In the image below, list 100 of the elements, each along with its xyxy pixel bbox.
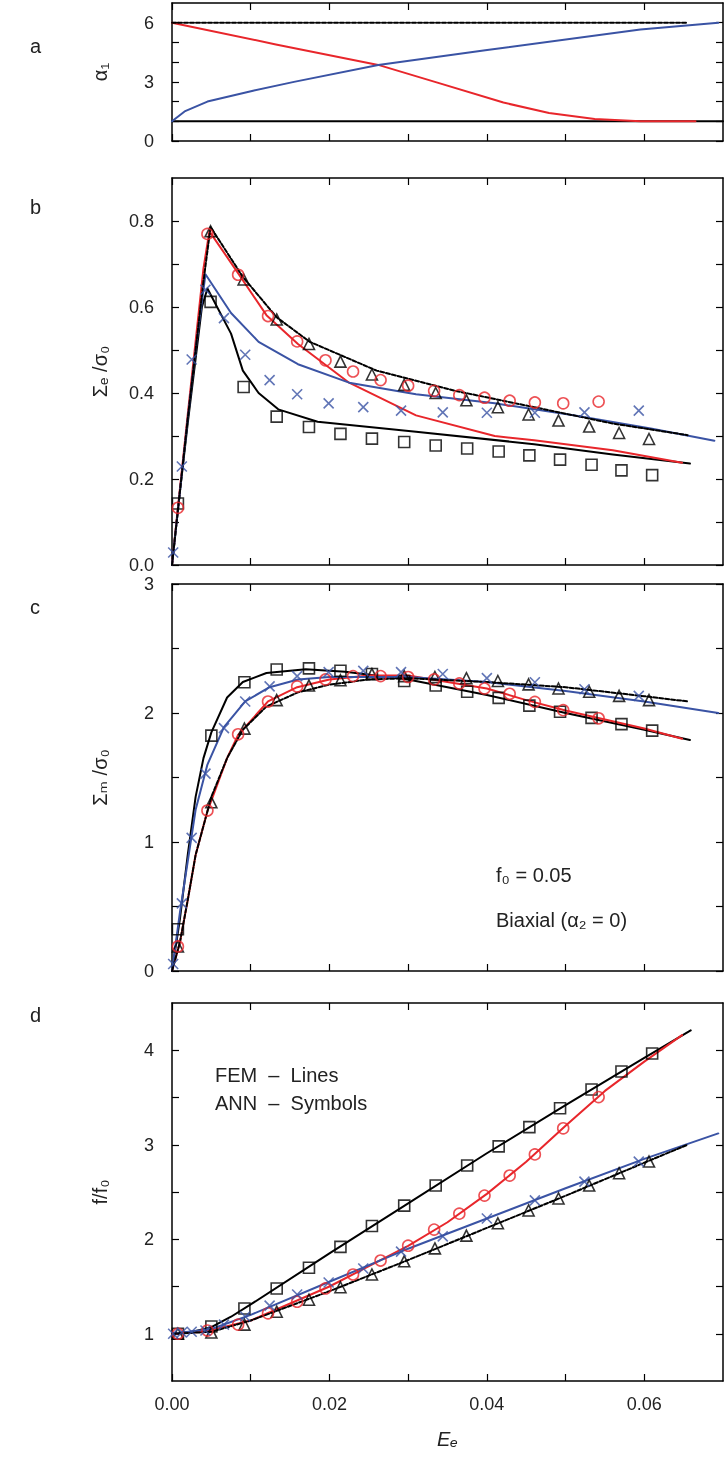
point — [592, 1090, 605, 1104]
point — [478, 391, 491, 405]
point — [319, 354, 332, 367]
y-tick-label: 2 — [143, 703, 154, 723]
point — [205, 1320, 218, 1333]
x-tick-label: 0.06 — [626, 1394, 662, 1414]
point — [395, 666, 407, 678]
point — [322, 666, 335, 678]
point — [374, 1254, 387, 1267]
text: a — [30, 35, 42, 57]
point — [290, 1295, 304, 1309]
point — [528, 1148, 542, 1161]
point — [239, 348, 251, 361]
point — [481, 406, 493, 419]
point — [578, 683, 591, 696]
point — [171, 922, 185, 936]
point — [334, 664, 347, 678]
point — [401, 670, 415, 684]
point — [478, 1189, 491, 1202]
point — [319, 673, 332, 686]
y-tick-label: 3 — [143, 71, 154, 92]
annotation: Biaxial (α₂ = 0) — [496, 909, 628, 931]
y-axis-title: Σₘ /σ₀ — [89, 749, 111, 806]
point — [176, 1326, 188, 1339]
point — [397, 669, 411, 683]
point — [218, 312, 230, 324]
point — [522, 408, 535, 421]
point — [291, 1288, 303, 1301]
point — [270, 1305, 283, 1319]
point — [529, 1194, 541, 1207]
annotation: f₀ = 0.05 — [496, 864, 572, 886]
point — [291, 670, 303, 682]
point — [261, 309, 275, 323]
point — [491, 674, 505, 688]
point — [185, 1325, 198, 1338]
y-tick-label: 6 — [143, 12, 154, 33]
point — [397, 1199, 411, 1212]
y-tick-label: 1 — [143, 832, 154, 852]
point — [582, 1179, 596, 1192]
point — [585, 711, 598, 725]
y-axis-title: α₁ — [89, 62, 111, 82]
point — [615, 1065, 628, 1078]
point — [334, 673, 347, 687]
point — [632, 404, 645, 417]
point — [346, 669, 360, 683]
point — [642, 1155, 656, 1168]
point — [167, 546, 179, 559]
point — [615, 464, 628, 477]
point — [238, 722, 251, 735]
y-tick-label: 0.4 — [128, 383, 154, 403]
point — [453, 1207, 466, 1220]
x-tick-label: 0.00 — [154, 1394, 190, 1414]
point — [615, 717, 628, 731]
annotation: ANN – Symbols — [215, 1092, 368, 1114]
y-tick-label: 4 — [143, 1040, 154, 1061]
point — [612, 1166, 626, 1180]
point — [365, 432, 379, 445]
point — [436, 406, 449, 419]
point — [218, 1318, 230, 1331]
point — [205, 795, 218, 809]
point — [397, 378, 411, 392]
y-tick-label: 3 — [143, 574, 154, 594]
y-tick-label: 0.8 — [128, 211, 154, 231]
point — [491, 400, 505, 414]
point — [528, 695, 542, 709]
point — [578, 1175, 591, 1188]
point — [503, 394, 516, 408]
point — [238, 676, 251, 689]
point — [199, 767, 212, 780]
point — [238, 1302, 251, 1315]
point — [592, 395, 605, 408]
point — [492, 1140, 505, 1153]
point — [302, 1293, 316, 1307]
point — [291, 388, 303, 401]
point — [357, 665, 370, 677]
point — [552, 414, 565, 427]
point — [205, 729, 218, 742]
point — [239, 695, 251, 708]
point — [270, 410, 283, 423]
point — [239, 1310, 251, 1323]
point — [556, 397, 570, 410]
y-tick-label: 1 — [143, 1323, 154, 1344]
point — [523, 1120, 536, 1134]
point — [585, 1083, 598, 1096]
point — [582, 685, 596, 699]
point — [460, 1229, 473, 1242]
point — [522, 1204, 535, 1217]
point — [231, 727, 245, 741]
point — [632, 1155, 645, 1168]
point — [185, 353, 198, 366]
point — [365, 1219, 379, 1233]
point — [436, 668, 449, 680]
point — [263, 680, 276, 693]
point — [357, 1262, 370, 1275]
y-axis-title: Σₑ /σ₀ — [89, 345, 111, 398]
point — [204, 295, 217, 309]
point — [523, 449, 536, 462]
point — [302, 679, 316, 692]
point — [645, 1047, 659, 1060]
point — [334, 1280, 347, 1294]
